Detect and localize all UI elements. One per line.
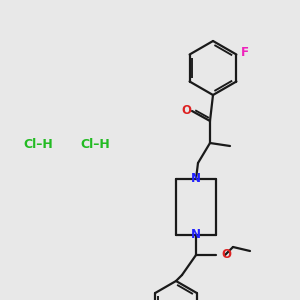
Text: Cl–H: Cl–H xyxy=(23,139,53,152)
Text: F: F xyxy=(240,46,248,59)
Text: O: O xyxy=(221,248,231,262)
Text: O: O xyxy=(181,103,191,116)
Text: N: N xyxy=(191,172,201,185)
Text: N: N xyxy=(191,229,201,242)
Text: Cl–H: Cl–H xyxy=(80,139,110,152)
